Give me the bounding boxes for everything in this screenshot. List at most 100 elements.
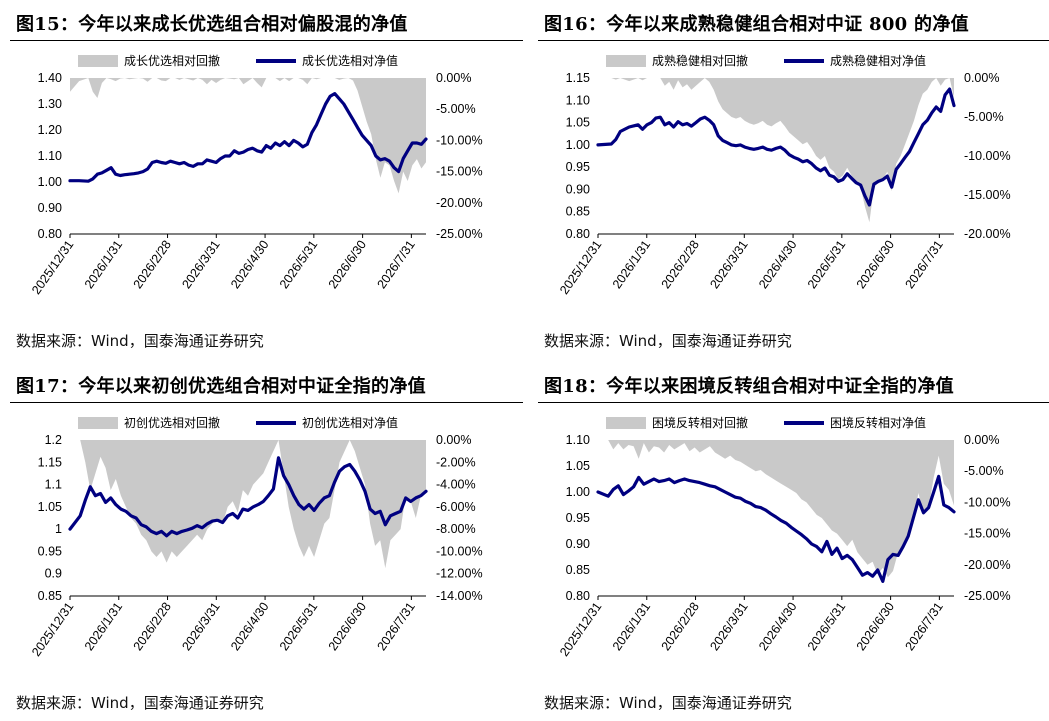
right-axis-tick-label: -10.00% xyxy=(436,133,483,147)
nav-line xyxy=(68,456,428,538)
chart-svg: 成长优选相对回撤 成长优选相对净值 1.40 1.30 1.20 1.10 1.00 0.90… xyxy=(29,53,483,297)
right-axis-tick-label: 0.00% xyxy=(436,433,471,447)
legend-label-drawdown: 成熟稳健相对回撤 xyxy=(652,53,748,68)
left-axis-tick-label: 0.90 xyxy=(566,182,590,196)
source-note: 数据来源：Wind，国泰海通证券研究 xyxy=(16,332,264,350)
x-axis-tick-label: 2025/12/31 xyxy=(557,600,604,659)
x-axis-tick-label: 2026/1/31 xyxy=(610,600,653,654)
x-axis-tick-label: 2026/1/31 xyxy=(610,238,653,292)
right-axis-tick-label: -20.00% xyxy=(964,227,1011,241)
right-axis-tick-label: -6.00% xyxy=(436,500,476,514)
right-axis-tick-label: 0.00% xyxy=(436,71,471,85)
x-axis-tick-label: 2026/3/31 xyxy=(179,238,222,292)
source-note: 数据来源：Wind，国泰海通证券研究 xyxy=(544,332,792,350)
chart-panel-fig18: 图18：今年以来困境反转组合相对中证全指的净值 困境反转相对回撤 困境反转相对净值… xyxy=(536,362,1049,721)
legend-label-nav: 困境反转相对净值 xyxy=(830,415,926,430)
right-axis-tick-label: -10.00% xyxy=(964,149,1011,163)
legend-label-drawdown: 困境反转相对回撤 xyxy=(652,415,748,430)
chart-svg: 困境反转相对回撤 困境反转相对净值 1.10 1.05 1.00 0.95 0.90 0.85… xyxy=(557,415,1011,659)
x-axis-tick-label: 2025/12/31 xyxy=(557,238,604,297)
x-axis-tick-label: 2026/2/28 xyxy=(659,600,702,654)
chart-title: 图18：今年以来困境反转组合相对中证全指的净值 xyxy=(544,376,954,397)
left-axis-tick-label: 1.05 xyxy=(566,116,590,130)
x-axis-tick-label: 2026/4/30 xyxy=(756,238,799,292)
legend-label-drawdown: 初创优选相对回撤 xyxy=(124,415,220,430)
left-axis-tick-label: 0.9 xyxy=(45,567,62,581)
source-note: 数据来源：Wind，国泰海通证券研究 xyxy=(16,694,264,712)
left-axis-tick-label: 0.80 xyxy=(566,227,590,241)
x-axis-tick-label: 2026/2/28 xyxy=(659,238,702,292)
left-axis-tick-label: 1.30 xyxy=(38,97,62,111)
legend-swatch-drawdown xyxy=(606,55,646,67)
x-axis-tick-label: 2026/5/31 xyxy=(277,600,320,654)
x-axis-tick-label: 2025/12/31 xyxy=(29,238,76,297)
legend-label-nav: 初创优选相对净值 xyxy=(302,415,398,430)
right-axis-tick-label: -15.00% xyxy=(964,527,1011,541)
legend-label-nav: 成长优选相对净值 xyxy=(302,53,398,68)
right-axis-tick-label: -2.00% xyxy=(436,455,476,469)
title-divider xyxy=(10,402,523,403)
right-axis-tick-label: 0.00% xyxy=(964,71,999,85)
chart-title: 图17：今年以来初创优选组合相对中证全指的净值 xyxy=(16,376,426,397)
left-axis-tick-label: 1.10 xyxy=(566,433,590,447)
left-axis-tick-label: 1.00 xyxy=(38,175,62,189)
x-axis-tick-label: 2026/6/30 xyxy=(854,238,897,292)
x-axis-tick-label: 2026/6/30 xyxy=(326,600,369,654)
right-axis-tick-label: -10.00% xyxy=(436,544,483,558)
legend: 初创优选相对回撤 初创优选相对净值 xyxy=(78,415,398,430)
x-axis-tick-label: 2026/3/31 xyxy=(707,238,750,292)
drawdown-area xyxy=(70,78,426,194)
chart-title: 图16：今年以来成熟稳健组合相对中证 800 的净值 xyxy=(544,14,969,35)
left-axis-tick-label: 1.00 xyxy=(566,138,590,152)
chart-panel-fig17: 图17：今年以来初创优选组合相对中证全指的净值 初创优选相对回撤 初创优选相对净值… xyxy=(8,362,523,721)
x-axis-tick-label: 2026/6/30 xyxy=(854,600,897,654)
left-axis-tick-label: 1.15 xyxy=(566,71,590,85)
x-axis-tick-label: 2025/12/31 xyxy=(29,600,76,659)
chart-svg: 成熟稳健相对回撤 成熟稳健相对净值 1.15 1.10 1.05 1.00 0.95 0.90… xyxy=(557,53,1011,297)
right-axis-tick-label: -25.00% xyxy=(436,227,483,241)
legend-label-drawdown: 成长优选相对回撤 xyxy=(124,53,220,68)
left-axis-tick-label: 1.05 xyxy=(566,459,590,473)
x-axis-tick-label: 2026/4/30 xyxy=(228,600,271,654)
drawdown-area xyxy=(598,78,954,223)
left-axis-tick-label: 1.1 xyxy=(45,478,62,492)
x-axis-tick-label: 2026/4/30 xyxy=(228,238,271,292)
right-axis-tick-label: -14.00% xyxy=(436,589,483,603)
source-note: 数据来源：Wind，国泰海通证券研究 xyxy=(544,694,792,712)
right-axis-tick-label: -20.00% xyxy=(964,558,1011,572)
x-axis-tick-label: 2026/7/31 xyxy=(374,600,417,654)
left-axis-tick-label: 0.90 xyxy=(566,537,590,551)
legend-swatch-drawdown xyxy=(78,55,118,67)
x-axis-tick-label: 2026/6/30 xyxy=(326,238,369,292)
x-axis-tick-label: 2026/5/31 xyxy=(805,600,848,654)
left-axis-tick-label: 0.95 xyxy=(566,160,590,174)
title-divider xyxy=(10,40,523,41)
chart-svg: 初创优选相对回撤 初创优选相对净值 1.2 1.15 1.1 1.05 1 0.95 0.9 0.… xyxy=(29,415,483,659)
drawdown-area xyxy=(598,440,954,578)
x-axis-tick-label: 2026/2/28 xyxy=(131,238,174,292)
chart-panel-fig15: 图15：今年以来成长优选组合相对偏股混的净值 成长优选相对回撤 成长优选相对净值 1… xyxy=(8,0,523,359)
left-axis-tick-label: 1.10 xyxy=(566,93,590,107)
legend: 成长优选相对回撤 成长优选相对净值 xyxy=(78,53,398,68)
legend: 成熟稳健相对回撤 成熟稳健相对净值 xyxy=(606,53,926,68)
x-axis-tick-label: 2026/7/31 xyxy=(902,600,945,654)
left-axis-tick-label: 1.40 xyxy=(38,71,62,85)
right-axis-tick-label: -10.00% xyxy=(964,495,1011,509)
left-axis-tick-label: 1.05 xyxy=(38,500,62,514)
x-axis-tick-label: 2026/2/28 xyxy=(131,600,174,654)
right-axis-tick-label: -8.00% xyxy=(436,522,476,536)
right-axis-tick-label: -5.00% xyxy=(964,464,1004,478)
left-axis-tick-label: 1.20 xyxy=(38,123,62,137)
left-axis-tick-label: 0.85 xyxy=(566,205,590,219)
nav-line xyxy=(68,91,428,183)
legend: 困境反转相对回撤 困境反转相对净值 xyxy=(606,415,926,430)
drawdown-area xyxy=(70,440,426,569)
legend-swatch-drawdown xyxy=(78,417,118,429)
left-axis-tick-label: 1 xyxy=(55,522,62,536)
legend-swatch-drawdown xyxy=(606,417,646,429)
legend-label-nav: 成熟稳健相对净值 xyxy=(830,53,926,68)
right-axis-tick-label: -20.00% xyxy=(436,196,483,210)
title-divider xyxy=(538,40,1049,41)
x-axis-tick-label: 2026/1/31 xyxy=(82,238,125,292)
left-axis-tick-label: 1.15 xyxy=(38,455,62,469)
